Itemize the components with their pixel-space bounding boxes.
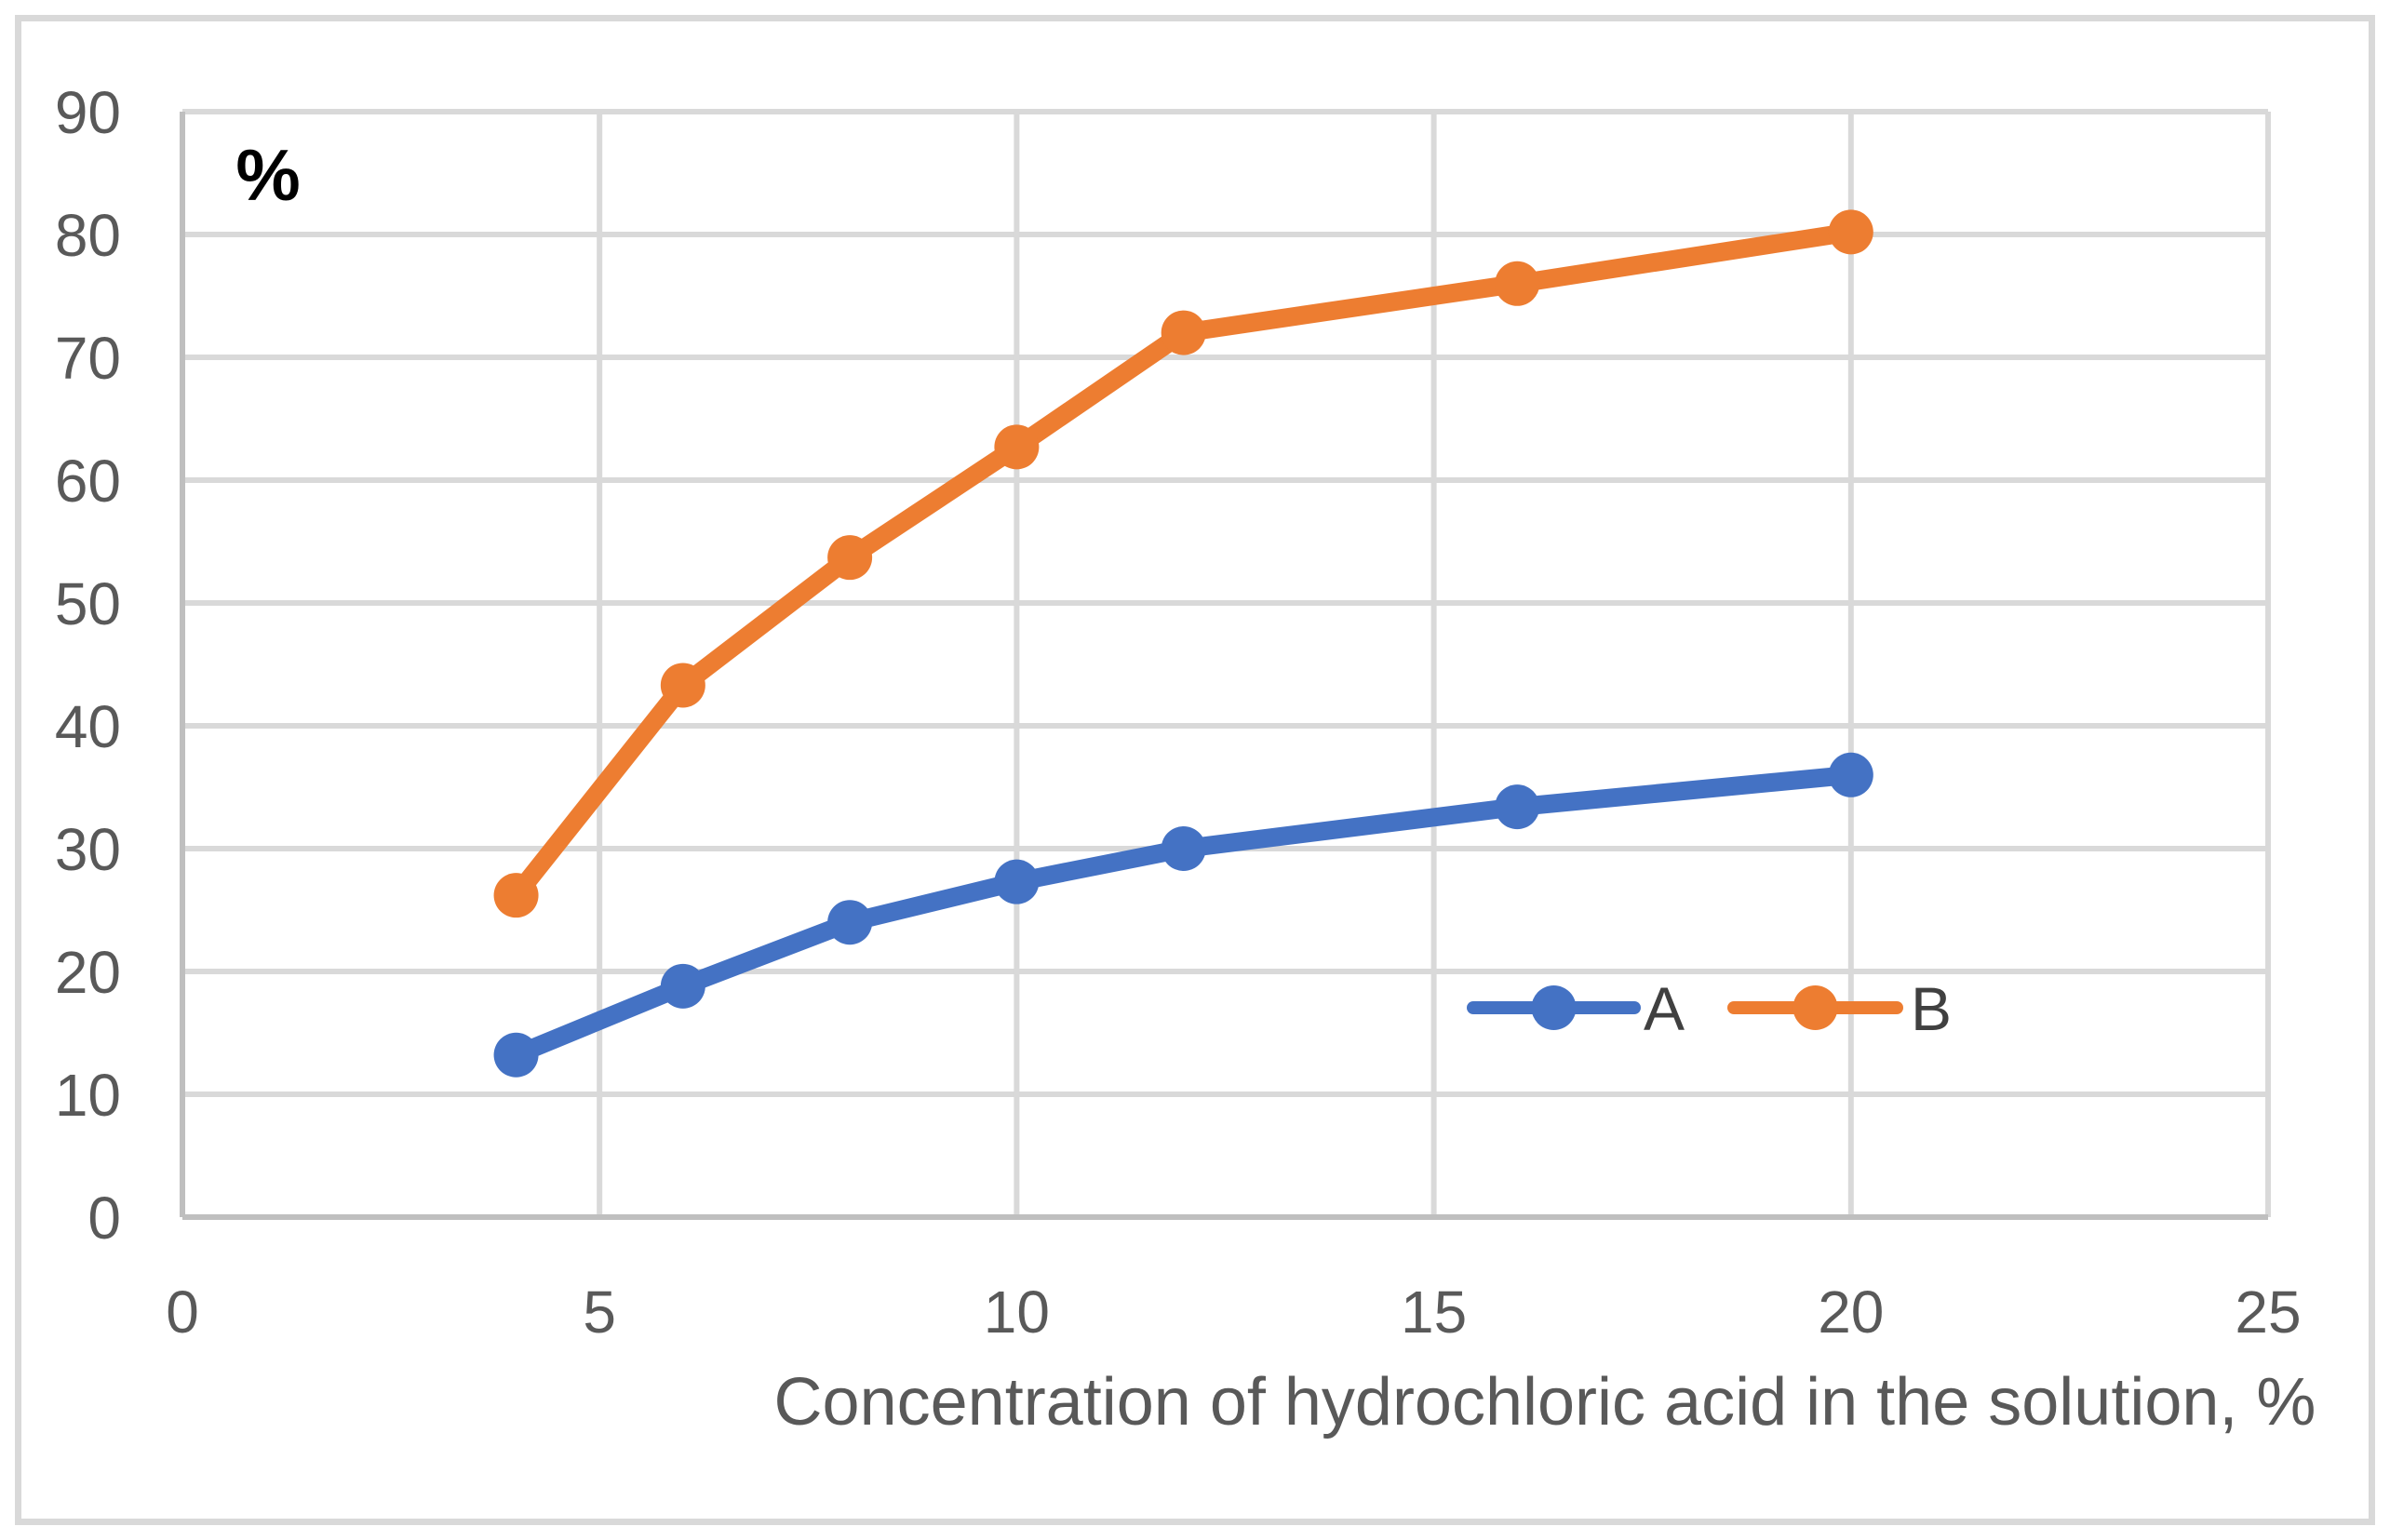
y-tick-label: 40 xyxy=(55,693,121,760)
x-tick-label: 25 xyxy=(2235,1279,2301,1346)
series-A-marker xyxy=(660,963,705,1009)
series-B-marker xyxy=(493,873,539,918)
y-axis-unit-label: % xyxy=(235,134,301,216)
y-tick-label: 50 xyxy=(55,570,121,637)
series-A-marker xyxy=(1828,752,1873,797)
series-B-marker xyxy=(827,535,873,581)
series-A-marker xyxy=(1161,826,1206,871)
series-A-marker xyxy=(1495,784,1540,830)
legend-label-B: B xyxy=(1911,974,1952,1043)
y-tick-label: 70 xyxy=(55,325,121,392)
series-A-marker xyxy=(994,859,1040,904)
data-series-group xyxy=(493,209,1873,1078)
axis-lines-group xyxy=(180,112,2268,1220)
x-tick-label: 15 xyxy=(1401,1279,1467,1346)
legend-marker-A xyxy=(1531,985,1577,1030)
legend-label-A: A xyxy=(1644,974,1685,1043)
x-tick-label: 20 xyxy=(1818,1279,1884,1346)
y-tick-label: 90 xyxy=(55,79,121,146)
series-A-marker xyxy=(827,900,873,945)
y-tick-label: 30 xyxy=(55,816,121,883)
x-axis-title: Concentration of hydrochloric acid in th… xyxy=(773,1365,2316,1440)
y-tick-label: 10 xyxy=(55,1062,121,1129)
series-B-marker xyxy=(1495,261,1540,306)
series-B-marker xyxy=(1828,209,1873,255)
y-tick-label: 0 xyxy=(87,1185,121,1252)
x-tick-label: 10 xyxy=(984,1279,1050,1346)
series-B-marker xyxy=(660,663,705,708)
y-tick-label: 80 xyxy=(55,202,121,269)
series-B-marker xyxy=(994,424,1040,470)
x-tick-label: 5 xyxy=(583,1279,616,1346)
chart-outer-border xyxy=(15,15,2375,1525)
y-tick-label: 60 xyxy=(55,448,121,515)
series-A-marker xyxy=(493,1032,539,1078)
tick-labels-group: 0 10 20 30 40 50 60 70 80 90 0 5 10 15 20 25 xyxy=(55,79,2302,1346)
gridlines-group xyxy=(182,109,2271,1217)
legend-marker-B xyxy=(1792,985,1838,1030)
series-B-marker xyxy=(1161,310,1206,355)
x-tick-label: 0 xyxy=(166,1279,199,1346)
y-tick-label: 20 xyxy=(55,939,121,1006)
